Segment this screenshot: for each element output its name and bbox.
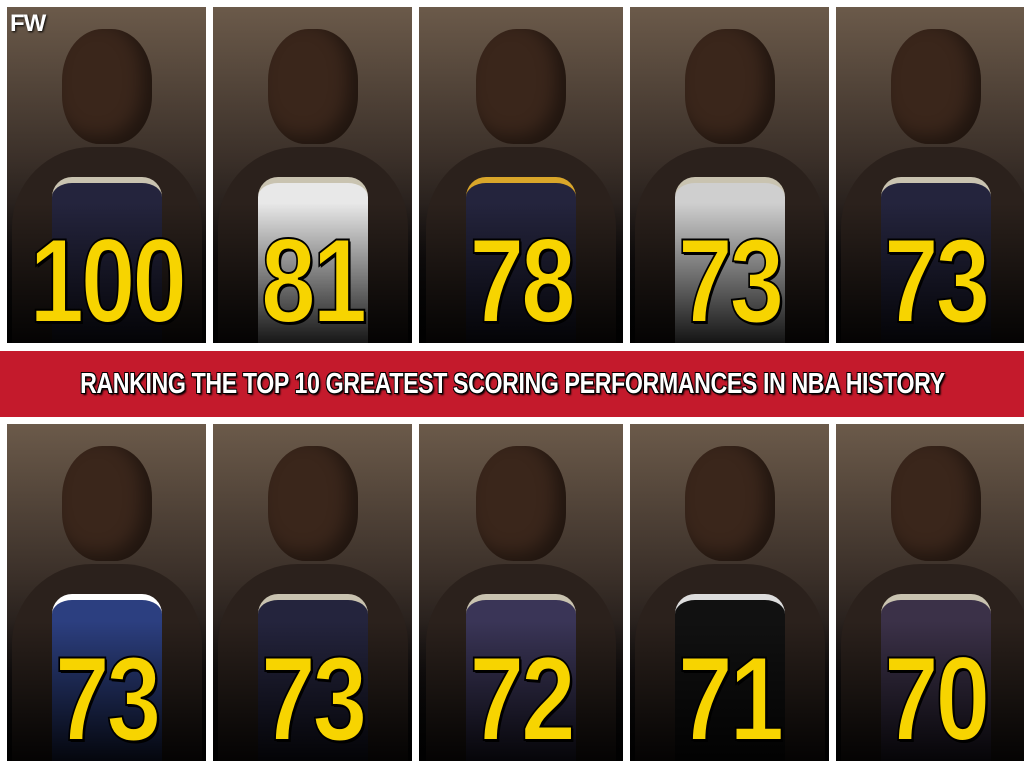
player-panel-9: 71 (630, 424, 829, 761)
points-label: 78 (469, 214, 577, 343)
bottom-row: 73 73 72 71 70 (7, 424, 1024, 761)
points-label: 73 (883, 214, 991, 343)
player-head (61, 29, 152, 144)
player-panel-2: 81 (213, 7, 412, 343)
player-panel-5: 73 (836, 7, 1024, 343)
top-row: 100 81 78 73 73 (7, 7, 1024, 343)
fw-logo: FW (10, 10, 46, 37)
points-label: 81 (260, 214, 368, 343)
points-label: 73 (260, 632, 368, 761)
player-panel-1: 100 (7, 7, 206, 343)
player-panel-4: 73 (630, 7, 829, 343)
points-label: 72 (469, 632, 577, 761)
points-label: 73 (54, 632, 162, 761)
player-panel-8: 72 (419, 424, 623, 761)
player-panel-7: 73 (213, 424, 412, 761)
banner-title: RANKING THE TOP 10 GREATEST SCORING PERF… (79, 367, 945, 400)
points-label: 71 (677, 632, 785, 761)
player-head (476, 446, 566, 561)
player-head (267, 29, 358, 144)
points-label: 73 (677, 214, 785, 343)
player-panel-10: 70 (836, 424, 1024, 761)
title-banner: RANKING THE TOP 10 GREATEST SCORING PERF… (0, 351, 1024, 417)
points-label: 100 (29, 214, 188, 343)
player-head (684, 446, 775, 561)
player-head (890, 446, 981, 561)
player-head (61, 446, 152, 561)
player-head (476, 29, 566, 144)
player-head (890, 29, 981, 144)
player-head (267, 446, 358, 561)
player-panel-6: 73 (7, 424, 206, 761)
points-label: 70 (883, 632, 991, 761)
player-head (684, 29, 775, 144)
player-panel-3: 78 (419, 7, 623, 343)
